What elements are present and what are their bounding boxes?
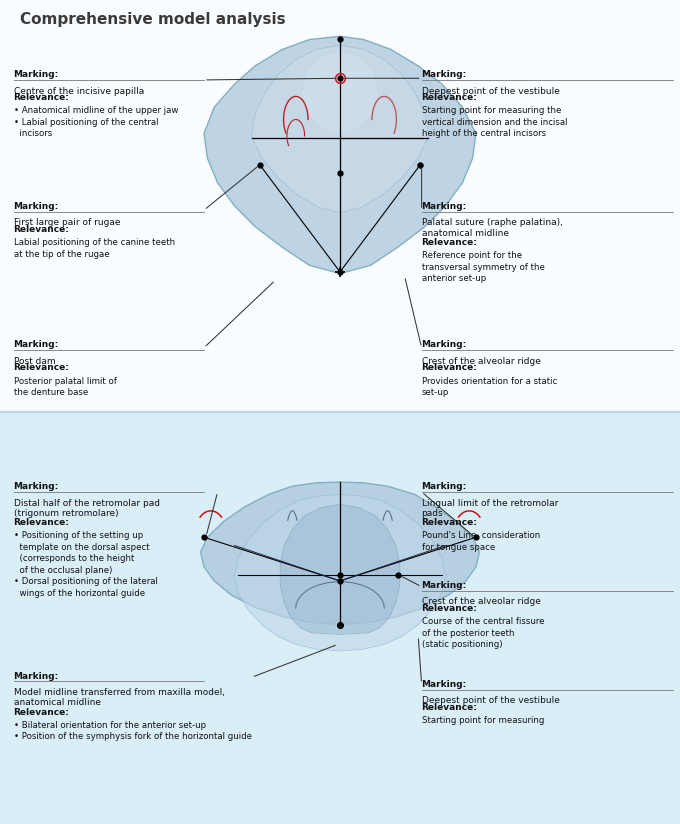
Text: Relevance:: Relevance: [422,238,477,247]
Text: Relevance:: Relevance: [422,703,477,712]
Text: Marking:: Marking: [422,202,467,211]
Text: Course of the central fissure
of the posterior teeth
(static positioning): Course of the central fissure of the pos… [422,617,544,649]
Text: Reference point for the
transversal symmetry of the
anterior set-up: Reference point for the transversal symm… [422,251,545,283]
Text: Crest of the alveolar ridge: Crest of the alveolar ridge [422,357,541,366]
Text: Crest of the alveolar ridge: Crest of the alveolar ridge [422,597,541,606]
Text: Model midline transferred from maxilla model,
anatomical midline: Model midline transferred from maxilla m… [14,688,224,708]
Text: Centre of the incisive papilla: Centre of the incisive papilla [14,87,144,96]
Polygon shape [252,45,428,213]
Text: Marking:: Marking: [422,482,467,491]
Text: Relevance:: Relevance: [422,604,477,613]
Text: Deepest point of the vestibule: Deepest point of the vestibule [422,696,560,705]
Text: First large pair of rugae: First large pair of rugae [14,218,120,227]
Bar [0,0,680,412]
Text: • Anatomical midline of the upper jaw
• Labial positioning of the central
  inci: • Anatomical midline of the upper jaw • … [14,106,178,138]
Text: Relevance:: Relevance: [14,363,69,372]
Text: Marking:: Marking: [14,482,59,491]
Text: Marking:: Marking: [422,680,467,689]
Text: Marking:: Marking: [14,340,59,349]
Text: Marking:: Marking: [422,340,467,349]
Text: Relevance:: Relevance: [422,363,477,372]
Text: Marking:: Marking: [14,672,59,681]
Polygon shape [204,36,476,274]
Text: Palatal suture (raphe palatina),
anatomical midline: Palatal suture (raphe palatina), anatomi… [422,218,562,238]
Text: Marking:: Marking: [14,202,59,211]
Text: Post dam: Post dam [14,357,55,366]
Text: Lingual limit of the retromolar
pads: Lingual limit of the retromolar pads [422,499,558,518]
Text: Relevance:: Relevance: [14,93,69,102]
Text: Starting point for measuring the
vertical dimension and the incisal
height of th: Starting point for measuring the vertica… [422,106,567,138]
Text: Relevance:: Relevance: [14,708,69,717]
Text: Labial positioning of the canine teeth
at the tip of the rugae: Labial positioning of the canine teeth a… [14,238,175,259]
Text: Starting point for measuring: Starting point for measuring [422,716,544,725]
Text: Relevance:: Relevance: [422,93,477,102]
Text: Deepest point of the vestibule: Deepest point of the vestibule [422,87,560,96]
Text: Posterior palatal limit of
the denture base: Posterior palatal limit of the denture b… [14,377,116,397]
Bar [0,412,680,824]
Text: Provides orientation for a static
set-up: Provides orientation for a static set-up [422,377,557,397]
Polygon shape [303,51,377,133]
Text: Marking:: Marking: [14,70,59,79]
Polygon shape [235,494,445,651]
Text: Comprehensive model analysis: Comprehensive model analysis [20,12,286,27]
Text: Relevance:: Relevance: [422,518,477,527]
Text: Marking:: Marking: [422,581,467,590]
Text: Relevance:: Relevance: [14,518,69,527]
Text: Distal half of the retromolar pad
(trigonum retromolare): Distal half of the retromolar pad (trigo… [14,499,160,518]
Polygon shape [201,482,479,625]
Text: Relevance:: Relevance: [14,225,69,234]
Text: Pound's Line, consideration
for tongue space: Pound's Line, consideration for tongue s… [422,531,540,552]
Text: • Bilateral orientation for the anterior set-up
• Position of the symphysis fork: • Bilateral orientation for the anterior… [14,721,252,742]
Text: Marking:: Marking: [422,70,467,79]
Text: • Positioning of the setting up
  template on the dorsal aspect
  (corresponds t: • Positioning of the setting up template… [14,531,158,597]
Polygon shape [280,504,400,634]
